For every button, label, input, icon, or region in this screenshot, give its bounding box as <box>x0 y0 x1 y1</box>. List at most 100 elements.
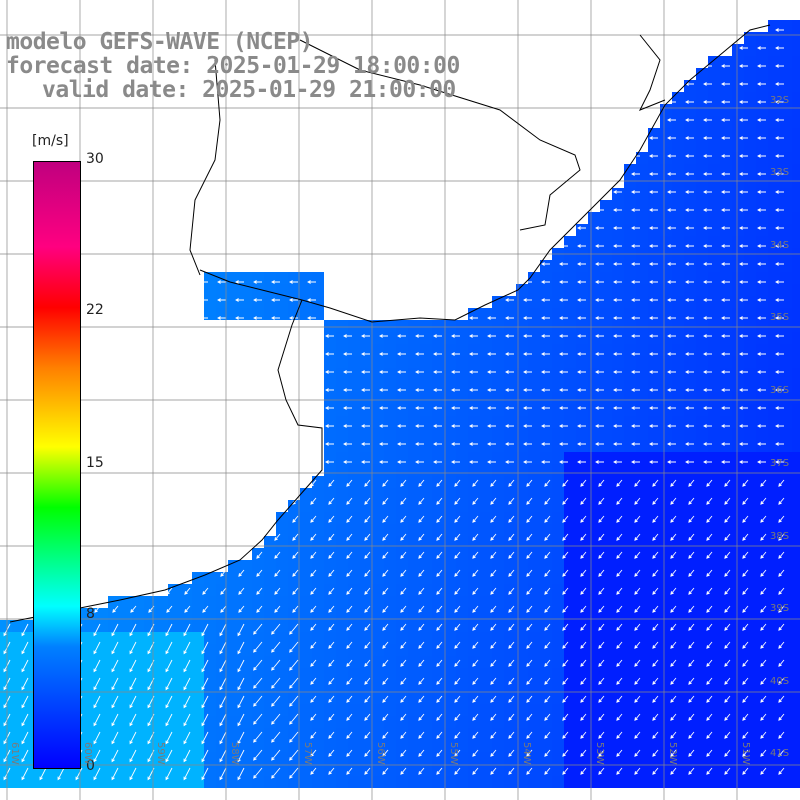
wind-vector <box>201 641 209 655</box>
wind-speed-cell <box>360 356 372 368</box>
wind-vector <box>541 442 550 446</box>
wind-speed-cell <box>372 584 384 596</box>
wind-vector <box>201 767 209 781</box>
wind-vector <box>613 262 622 266</box>
wind-speed-cell <box>624 176 636 188</box>
wind-vector <box>433 406 442 410</box>
wind-vector <box>685 154 694 158</box>
wind-speed-cell <box>300 644 312 656</box>
wind-vector <box>454 713 461 721</box>
wind-speed-cell <box>768 680 780 692</box>
wind-speed-cell <box>228 284 240 296</box>
wind-vector <box>289 659 299 671</box>
wind-speed-cell <box>780 260 792 272</box>
wind-speed-cell <box>792 464 800 476</box>
wind-vector <box>616 659 623 667</box>
wind-speed-cell <box>312 716 324 728</box>
wind-vector <box>274 569 281 577</box>
wind-speed-cell <box>492 596 504 608</box>
wind-speed-cell <box>372 500 384 512</box>
wind-speed-cell <box>372 680 384 692</box>
wind-speed-cell <box>636 440 648 452</box>
wind-speed-cell <box>348 596 360 608</box>
wind-speed-cell <box>780 404 792 416</box>
wind-speed-cell <box>420 368 432 380</box>
wind-vector <box>289 695 299 707</box>
wind-vector <box>328 767 335 775</box>
wind-speed-cell <box>84 644 96 656</box>
wind-vector <box>688 587 695 595</box>
wind-speed-cell <box>372 704 384 716</box>
wind-speed-cell <box>300 668 312 680</box>
wind-speed-cell <box>720 464 732 476</box>
wind-vector <box>775 280 784 284</box>
wind-speed-cell <box>528 404 540 416</box>
wind-vector <box>778 587 785 595</box>
wind-speed-cell <box>756 224 768 236</box>
wind-speed-cell <box>456 320 468 332</box>
wind-vector <box>721 352 730 356</box>
wind-speed-cell <box>216 584 228 596</box>
wind-vector <box>526 533 533 541</box>
wind-vector <box>580 749 587 757</box>
wind-vector <box>310 587 317 595</box>
wind-vector <box>670 551 677 559</box>
wind-speed-cell <box>468 596 480 608</box>
wind-vector <box>721 424 730 428</box>
wind-vector <box>703 118 712 122</box>
wind-vector <box>253 731 263 743</box>
wind-speed-cell <box>624 488 636 500</box>
wind-speed-cell <box>528 344 540 356</box>
wind-speed-cell <box>264 716 276 728</box>
wind-speed-cell <box>780 200 792 212</box>
wind-speed-cell <box>564 476 576 488</box>
wind-vector <box>436 515 443 523</box>
wind-speed-cell <box>552 548 564 560</box>
wind-speed-cell <box>732 548 744 560</box>
wind-speed-cell <box>432 320 444 332</box>
wind-vector <box>562 497 569 505</box>
wind-speed-cell <box>552 500 564 512</box>
wind-speed-cell <box>372 608 384 620</box>
wind-speed-cell <box>132 668 144 680</box>
wind-speed-cell <box>780 392 792 404</box>
wind-speed-cell <box>648 488 660 500</box>
wind-speed-cell <box>756 140 768 152</box>
wind-vector <box>346 749 353 757</box>
wind-speed-cell <box>732 356 744 368</box>
wind-speed-cell <box>672 764 684 776</box>
wind-speed-cell <box>492 716 504 728</box>
wind-vector <box>508 713 515 721</box>
wind-speed-cell <box>480 620 492 632</box>
wind-vector <box>129 749 137 763</box>
wind-speed-cell <box>564 512 576 524</box>
wind-speed-cell <box>168 752 180 764</box>
wind-speed-cell <box>252 704 264 716</box>
wind-speed-cell <box>348 728 360 740</box>
wind-speed-cell <box>408 500 420 512</box>
wind-vector <box>346 479 353 487</box>
wind-speed-cell <box>300 584 312 596</box>
wind-speed-cell <box>456 524 468 536</box>
wind-vector <box>757 46 766 50</box>
wind-vector <box>490 749 497 757</box>
wind-speed-cell <box>528 428 540 440</box>
wind-speed-cell <box>552 692 564 704</box>
wind-vector <box>274 551 281 559</box>
wind-speed-cell <box>432 728 444 740</box>
wind-speed-cell <box>528 584 540 596</box>
wind-speed-cell <box>300 776 312 788</box>
wind-speed-cell <box>792 428 800 440</box>
wind-speed-cell <box>756 644 768 656</box>
wind-vector <box>289 623 299 635</box>
wind-speed-cell <box>660 728 672 740</box>
wind-speed-cell <box>528 632 540 644</box>
wind-vector <box>559 424 568 428</box>
wind-vector <box>616 731 623 739</box>
wind-vector <box>454 641 461 649</box>
wind-vector <box>670 749 677 757</box>
wind-speed-cell <box>564 620 576 632</box>
wind-vector <box>201 677 209 691</box>
wind-speed-cell <box>336 620 348 632</box>
wind-speed-cell <box>336 752 348 764</box>
